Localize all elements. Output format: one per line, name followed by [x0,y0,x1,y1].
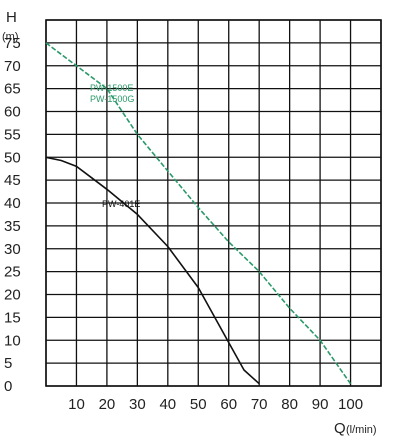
series-line-pw-401e [45,156,260,385]
y-axis-title: H [6,9,17,26]
y-tick-label: 45 [4,172,21,189]
x-tick-label: 70 [251,396,268,413]
series-label-pw-1500e: PW-1500E [90,83,133,93]
series-label-pw-401e: PW-401E [102,199,140,209]
series-line-pw-1500 [45,42,352,385]
y-tick-label: 15 [4,309,21,326]
x-tick-label: 90 [312,396,329,413]
series-label-pw-1500g: PW-1500G [90,94,134,104]
x-tick-label: 30 [129,396,146,413]
plot-border [45,19,382,387]
y-tick-label: 30 [4,241,21,258]
y-tick-label: 5 [4,355,12,372]
x-tick-label: 80 [281,396,298,413]
y-tick-label: 50 [4,149,21,166]
y-tick-label: 40 [4,195,21,212]
x-tick-label: 60 [220,396,237,413]
x-tick-label: 10 [68,396,85,413]
x-tick-label: 100 [338,396,363,413]
y-tick-label: 10 [4,332,21,349]
x-tick-label: 40 [159,396,176,413]
y-tick-label: 65 [4,81,21,98]
y-axis-unit: (m) [2,31,19,43]
y-tick-label: 60 [4,104,21,121]
y-tick-label: 20 [4,287,21,304]
y-tick-label: 0 [4,378,12,395]
y-tick-label: 25 [4,264,21,281]
y-tick-label: 55 [4,126,21,143]
x-tick-labels: 10 20 30 40 50 60 70 80 90 100 [68,396,363,413]
y-tick-label: 70 [4,58,21,75]
y-tick-label: 75 [4,35,21,52]
series-layer [45,42,352,385]
y-tick-labels: 0 5 10 15 20 25 30 35 40 45 50 55 60 65 70 75 [4,35,21,395]
x-tick-label: 50 [190,396,207,413]
x-tick-label: 20 [99,396,116,413]
grid [45,19,382,387]
x-axis-unit: (l/min) [346,424,377,436]
x-axis-title: Q [334,420,346,437]
y-tick-label: 35 [4,218,21,235]
